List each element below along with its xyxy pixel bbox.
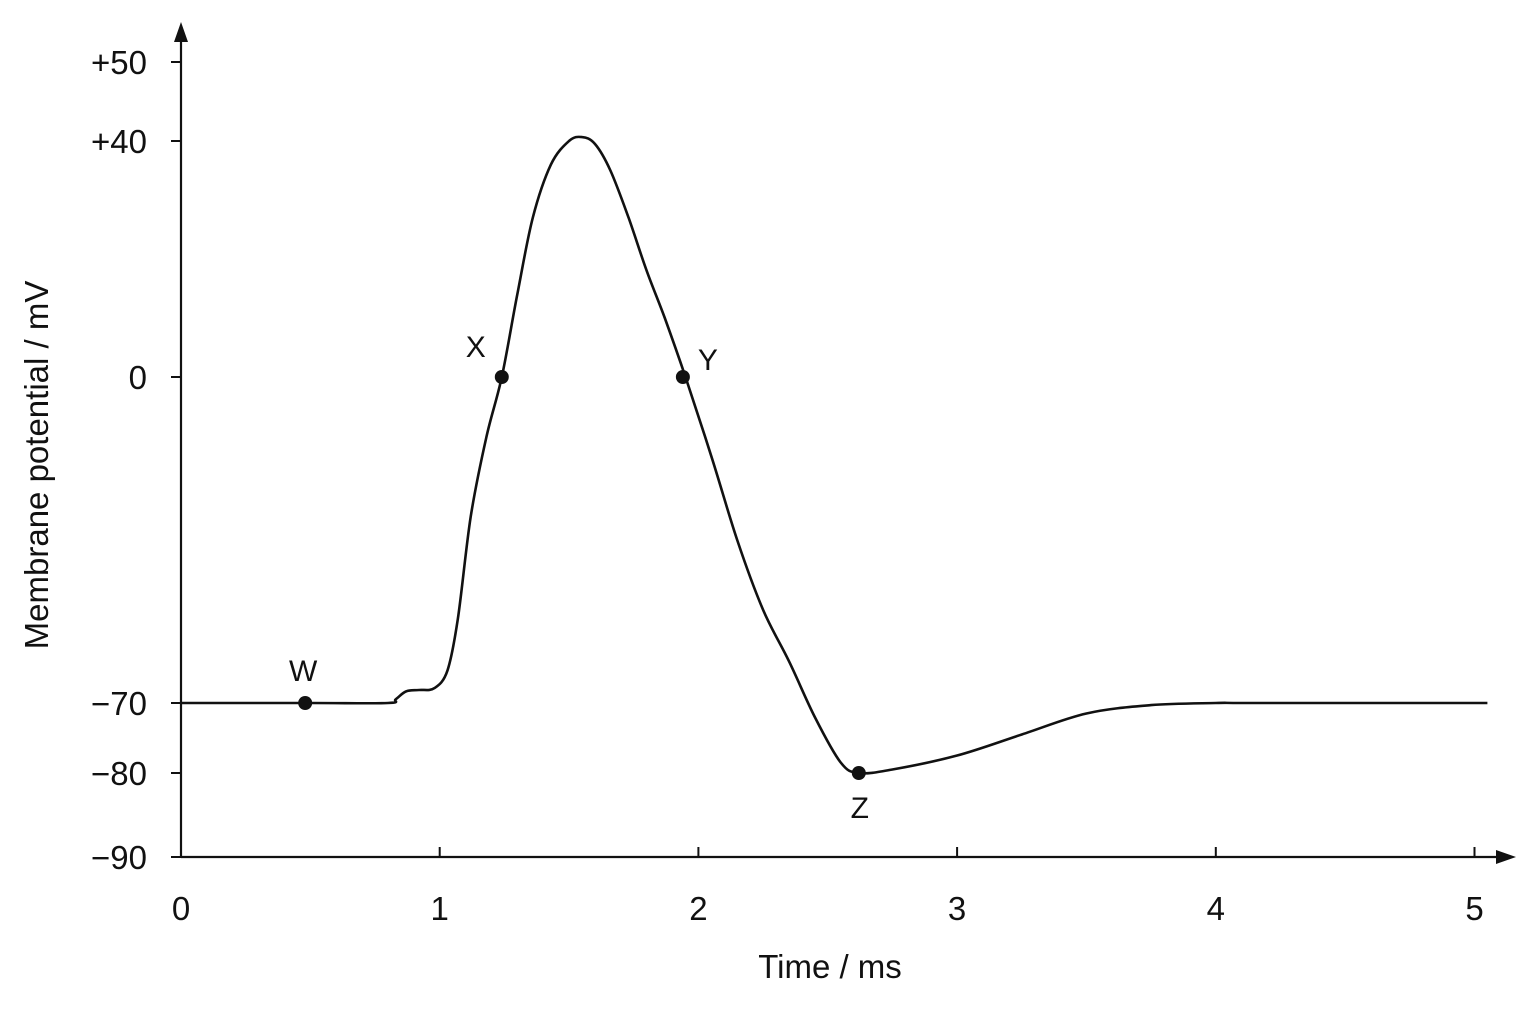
point-w-label: W [289,655,318,688]
x-ticks: 0 1 2 3 4 5 [172,847,1484,927]
point-y-marker [675,370,690,384]
y-ticks: +50 +40 0 −70 −80 −90 [91,44,181,876]
y-tick-label: +40 [91,123,147,160]
point-z-label: Z [851,792,869,825]
axes [174,22,1516,864]
x-tick-label: 2 [689,890,707,927]
labeled-points: W X Y Z [289,331,869,825]
x-axis-arrow [1496,850,1516,864]
y-axis-label: Membrane potential / mV [18,281,55,650]
y-tick-label: 0 [129,359,147,396]
point-z-marker [851,766,866,780]
point-x-label: X [466,331,486,364]
x-axis-label: Time / ms [758,948,902,985]
y-axis-arrow [174,22,188,42]
y-tick-label: −80 [91,755,147,792]
x-tick-label: 5 [1465,890,1483,927]
y-tick-label: +50 [91,44,147,81]
point-w-marker [298,696,313,710]
point-x-marker [494,370,509,384]
x-tick-label: 1 [431,890,449,927]
y-tick-label: −70 [91,685,147,722]
x-tick-label: 3 [948,890,966,927]
y-tick-label: −90 [91,839,147,876]
membrane-potential-curve [181,135,1488,775]
x-tick-label: 0 [172,890,190,927]
point-y-label: Y [698,344,718,377]
x-tick-label: 4 [1207,890,1225,927]
